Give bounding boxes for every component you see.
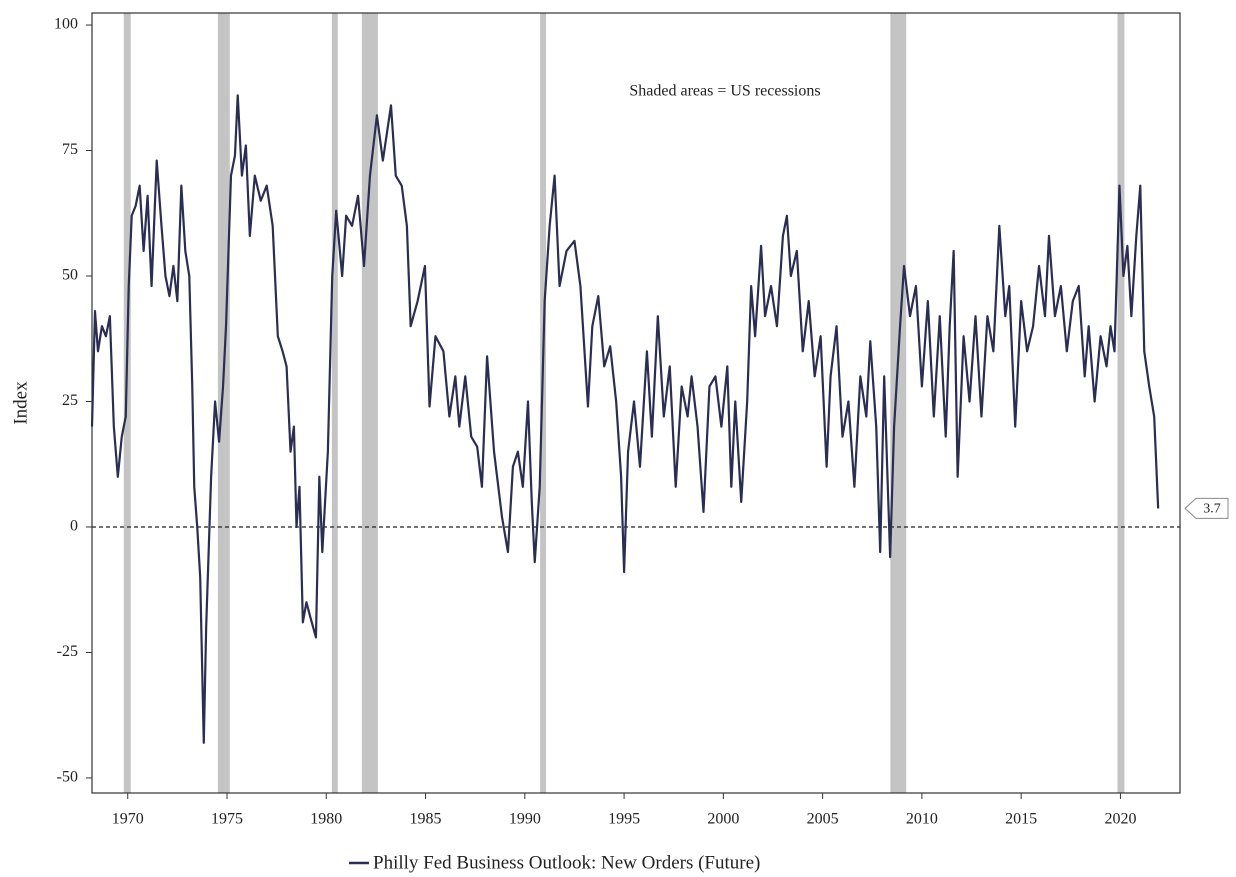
- y-tick-label: -25: [57, 643, 78, 660]
- x-tick-label: 1980: [310, 811, 342, 828]
- x-tick-label: 2020: [1104, 811, 1136, 828]
- recession-shade: [540, 13, 547, 793]
- x-tick-label: 1995: [608, 811, 640, 828]
- y-tick-label: -50: [57, 769, 78, 786]
- y-axis-label: Index: [10, 381, 31, 425]
- legend-label: Philly Fed Business Outlook: New Orders …: [373, 852, 760, 873]
- x-tick-label: 1990: [509, 811, 541, 828]
- end-callout: [1184, 497, 1229, 519]
- recession-shade: [1117, 13, 1125, 793]
- x-tick-label: 2010: [906, 811, 938, 828]
- y-tick-label: 50: [62, 267, 78, 284]
- y-tick-label: 25: [62, 392, 78, 409]
- data-line: [90, 94, 1160, 744]
- x-tick-label: 1970: [112, 811, 144, 828]
- x-tick-label: 2000: [707, 811, 739, 828]
- recession-shade: [890, 13, 907, 793]
- annotation: Shaded areas = US recessions: [629, 83, 820, 100]
- y-tick-label: 75: [62, 141, 78, 158]
- y-tick-label: 100: [54, 16, 78, 33]
- end-value-label: 3.7: [1203, 502, 1221, 517]
- recession-shade: [361, 13, 378, 793]
- recession-shade: [217, 13, 230, 793]
- recession-shade: [123, 13, 131, 793]
- x-tick-label: 1975: [211, 811, 243, 828]
- x-tick-label: 2005: [807, 811, 839, 828]
- x-tick-label: 1985: [410, 811, 442, 828]
- recession-shade: [331, 13, 338, 793]
- y-tick-label: 0: [70, 518, 78, 535]
- x-tick-label: 2015: [1005, 811, 1037, 828]
